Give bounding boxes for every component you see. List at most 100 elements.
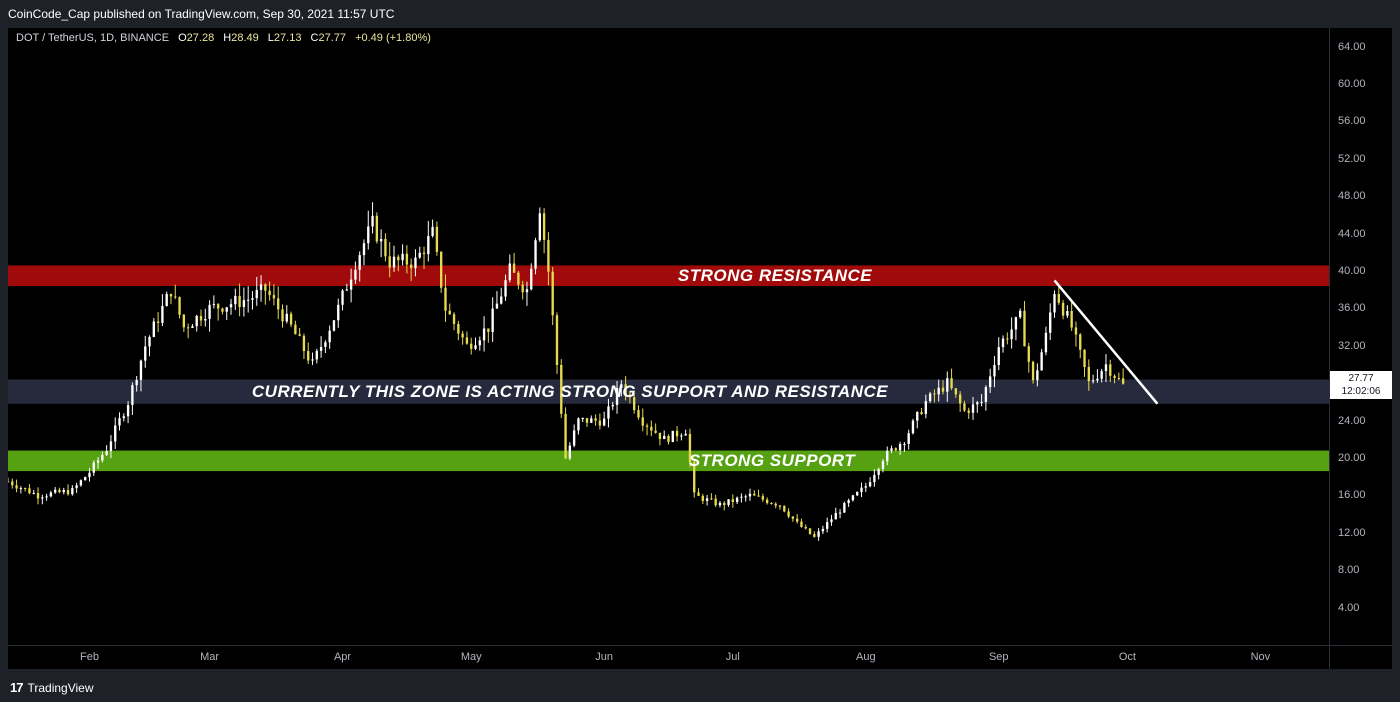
candle-body: [693, 462, 696, 493]
zone-mid[interactable]: [8, 379, 1329, 404]
candle: [405, 245, 409, 274]
candle-body: [19, 488, 23, 490]
candle: [319, 336, 323, 358]
candle: [272, 284, 276, 306]
candle: [868, 477, 872, 488]
candle: [221, 307, 224, 315]
candle: [53, 487, 57, 494]
candle: [457, 320, 460, 341]
candle-body: [204, 318, 207, 321]
candle: [45, 493, 48, 501]
candle: [744, 494, 747, 502]
candle: [1091, 374, 1095, 384]
candle: [628, 391, 632, 404]
candle: [11, 478, 14, 489]
candle: [890, 445, 893, 454]
candle: [675, 426, 679, 442]
candle-body: [487, 328, 490, 332]
candle: [178, 296, 181, 319]
descending-trendline[interactable]: [1053, 279, 1159, 405]
candle: [362, 239, 366, 266]
candle: [242, 287, 246, 317]
candle-body: [41, 497, 44, 499]
candle-body: [1040, 352, 1043, 371]
candle: [285, 305, 288, 324]
candle: [521, 280, 524, 300]
candle: [963, 400, 966, 413]
candle-body: [620, 384, 623, 388]
candle: [804, 524, 807, 530]
candle: [877, 467, 880, 480]
candle: [714, 494, 717, 507]
candle-body: [264, 284, 267, 291]
candle: [470, 337, 473, 355]
candle: [701, 493, 704, 504]
y-tick-label: 48.00: [1338, 190, 1366, 203]
candle: [830, 514, 833, 526]
candle-body: [122, 416, 125, 419]
open-label: O: [178, 32, 187, 44]
candle: [1079, 333, 1082, 359]
candle-body: [11, 481, 14, 486]
low-value: 27.13: [273, 32, 302, 44]
high-value: 28.49: [231, 32, 259, 44]
candle: [36, 487, 40, 505]
candle-body: [1074, 327, 1078, 335]
zone-resistance[interactable]: [8, 265, 1329, 287]
candle: [354, 261, 357, 284]
x-tick-label: Nov: [1250, 651, 1271, 663]
x-tick-label: Apr: [333, 651, 352, 663]
time-axis[interactable]: Feb Mar Apr May Jun Jul Aug Sep Oct Nov: [8, 645, 1329, 669]
candle-body: [1061, 302, 1065, 316]
candle-body: [564, 413, 567, 459]
candle: [693, 460, 696, 498]
candle: [907, 429, 910, 450]
candle-body: [1001, 338, 1005, 348]
candle-body: [384, 238, 387, 257]
candle-body: [534, 240, 537, 269]
candle-body: [71, 488, 74, 495]
candle: [8, 477, 10, 483]
low-label: L: [267, 32, 274, 44]
candle-body: [886, 450, 889, 462]
candle-body: [457, 323, 460, 334]
candle-body: [881, 461, 885, 470]
candle: [637, 405, 640, 420]
candle: [791, 516, 795, 522]
candle-body: [84, 477, 87, 481]
candle: [602, 411, 606, 427]
candle-body: [637, 410, 640, 418]
candlestick-chart[interactable]: [8, 28, 1329, 645]
candle-body: [521, 284, 524, 293]
candle: [79, 479, 83, 487]
candle: [688, 428, 692, 468]
chart-plot-area[interactable]: DOT / TetherUS, 1D, BINANCE O27.28 H28.4…: [8, 28, 1329, 645]
candle-body: [118, 418, 121, 426]
candle: [684, 429, 687, 436]
candle-body: [362, 243, 366, 256]
candle: [1019, 308, 1022, 319]
symbol-name[interactable]: DOT / TetherUS, 1D, BINANCE: [16, 32, 170, 44]
candle: [289, 311, 293, 328]
candle-body: [744, 496, 747, 498]
y-tick-label: 12.00: [1338, 526, 1366, 539]
candle-body: [933, 393, 936, 395]
candle: [1117, 372, 1121, 381]
candle: [564, 407, 567, 460]
candle-body: [212, 304, 216, 306]
candle-body: [976, 402, 979, 405]
candle-body: [495, 303, 499, 309]
price-axis[interactable]: 4.008.0012.0016.0020.0024.0028.0032.0036…: [1329, 28, 1392, 645]
candle: [139, 359, 143, 392]
candle: [1040, 348, 1043, 371]
candle: [585, 418, 589, 427]
candle-body: [826, 522, 829, 529]
candle-body: [547, 239, 550, 272]
candle-body: [783, 505, 786, 512]
zone-support[interactable]: [8, 450, 1329, 472]
candle: [950, 368, 953, 391]
candle-body: [971, 404, 975, 413]
x-tick-label: Feb: [80, 651, 99, 663]
y-tick-label: 56.00: [1338, 115, 1366, 128]
candle-body: [294, 324, 297, 335]
